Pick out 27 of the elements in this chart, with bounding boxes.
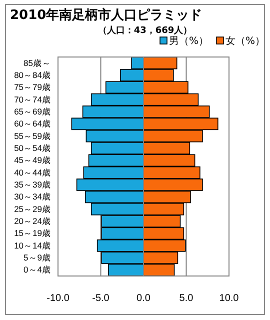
y-tick-label: 30～34歳: [14, 192, 51, 202]
y-tick-label: 20～24歳: [14, 216, 51, 226]
y-tick-label: 40～44歳: [14, 167, 51, 178]
y-tick-label: 65～69歳: [14, 106, 51, 116]
legend-label: 女（%）: [226, 35, 266, 47]
x-tick-label: -5.0: [92, 293, 110, 304]
y-tick-label: 50～54歳: [14, 142, 51, 153]
legend-label: 男（%）: [169, 36, 209, 47]
y-tick-label: 55～59歳: [14, 130, 51, 141]
x-tick-label: -10.0: [46, 293, 70, 304]
chart-title: 2010年南足柄市人口ピラミッド: [10, 7, 202, 23]
y-tick-label: 25～29歳: [14, 204, 51, 214]
x-tick-label: 5.0: [179, 293, 194, 304]
y-tick-label: 80～84歳: [14, 70, 51, 80]
y-tick-label: 0～4歳: [24, 264, 51, 275]
y-tick-label: 70～74歳: [14, 94, 51, 104]
y-tick-label: 5～9歳: [24, 252, 51, 263]
y-tick-label: 75～79歳: [14, 82, 51, 92]
y-tick-label: 35～39歳: [14, 179, 51, 190]
y-tick-label: 85歳～: [24, 58, 51, 68]
y-tick-label: 10～14歳: [14, 240, 51, 250]
y-tick-label: 45～49歳: [14, 155, 51, 166]
chart-subtitle: （人口：43，669人）: [98, 25, 192, 36]
x-tick-label: 10.0: [219, 293, 240, 304]
x-tick-label: 0.0: [136, 293, 151, 304]
y-tick-label: 15～19歳: [14, 228, 51, 238]
y-tick-label: 60～64歳: [14, 118, 51, 129]
